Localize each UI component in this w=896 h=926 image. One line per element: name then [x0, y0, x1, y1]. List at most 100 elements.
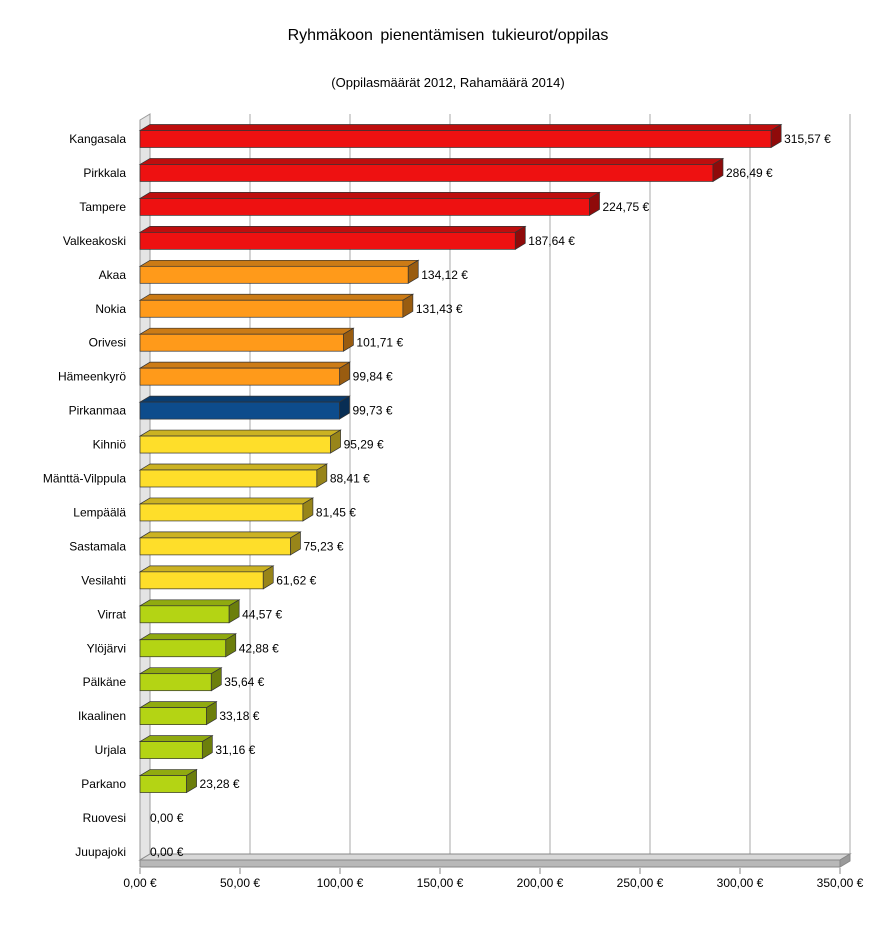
category-label: Nokia: [95, 302, 126, 316]
category-label: Tampere: [79, 200, 126, 214]
category-label: Virrat: [98, 607, 127, 621]
x-tick-label: 100,00 €: [317, 876, 364, 890]
bar-top: [138, 701, 218, 709]
bar-side: [402, 293, 414, 318]
category-label: Ikaalinen: [78, 709, 126, 723]
x-tick-label: 150,00 €: [417, 876, 464, 890]
bar: [139, 775, 187, 793]
value-label: 44,57 €: [242, 607, 282, 621]
value-label: 131,43 €: [416, 302, 463, 316]
bar-side: [262, 565, 274, 590]
bar-side: [210, 667, 222, 692]
plot-floor-side: [839, 853, 851, 868]
category-label: Kangasala: [69, 132, 126, 146]
bar: [139, 198, 590, 216]
bar: [139, 469, 318, 488]
category-label: Ruovesi: [83, 811, 126, 825]
value-label: 81,45 €: [316, 505, 356, 519]
x-tick-label: 0,00 €: [123, 876, 157, 890]
bar-side: [589, 191, 600, 217]
category-label: Hämeenkyrö: [58, 370, 126, 384]
bar-top: [138, 531, 302, 539]
chart-subtitle: (Oppilasmäärät 2012, Rahamäärä 2014): [331, 75, 565, 90]
value-label: 315,57 €: [784, 132, 831, 146]
category-label: Sastamala: [69, 539, 126, 553]
bar-side: [330, 429, 341, 454]
bars-layer: [138, 123, 783, 794]
value-label: 0,00 €: [150, 811, 184, 825]
bar-top: [138, 395, 351, 403]
bar: [139, 299, 404, 318]
bar-top: [138, 327, 355, 335]
category-label: Pälkäne: [83, 675, 127, 689]
bar: [139, 707, 207, 726]
bar-top: [138, 735, 214, 742]
category-label: Kihniö: [93, 438, 127, 452]
x-tick-label: 250,00 €: [617, 876, 664, 890]
category-label: Mänttä-Vilppula: [43, 472, 126, 486]
bar-top: [138, 463, 329, 471]
x-tick-label: 50,00 €: [220, 876, 260, 890]
value-label: 99,73 €: [352, 404, 392, 418]
bar-top: [138, 293, 415, 301]
bar-side: [339, 395, 350, 420]
bar-side: [228, 599, 240, 624]
bar-side: [225, 633, 237, 658]
category-label: Juupajoki: [75, 845, 126, 859]
bar-top: [138, 259, 420, 267]
value-label: 187,64 €: [528, 234, 575, 248]
bar: [139, 401, 340, 420]
bar: [139, 571, 264, 590]
bar: [139, 639, 227, 658]
bar: [139, 741, 203, 759]
bar: [139, 673, 212, 692]
bar-top: [138, 429, 342, 437]
value-label: 88,41 €: [330, 472, 370, 486]
bar-top: [138, 158, 725, 165]
bar: [139, 265, 409, 284]
bar-side: [186, 768, 197, 794]
category-label: Akaa: [99, 268, 127, 282]
category-label: Pirkanmaa: [69, 404, 127, 418]
bar-side: [770, 123, 782, 149]
x-tick-label: 200,00 €: [517, 876, 564, 890]
bar: [139, 605, 230, 624]
value-label: 0,00 €: [150, 845, 184, 859]
plot-floor: [138, 853, 852, 861]
bar-side: [514, 225, 526, 250]
bar-side: [339, 361, 351, 386]
category-label: Valkeakoski: [63, 234, 126, 248]
value-label: 23,28 €: [200, 777, 240, 791]
category-label: Urjala: [95, 743, 127, 757]
value-label: 35,64 €: [224, 675, 264, 689]
bar: [139, 435, 331, 454]
value-label: 101,71 €: [356, 336, 403, 350]
bar-side: [316, 463, 328, 488]
bar: [139, 367, 341, 386]
bar: [139, 503, 304, 522]
value-label: 75,23 €: [303, 539, 343, 553]
value-label: 224,75 €: [603, 200, 650, 214]
bar-side: [206, 701, 217, 726]
value-label: 31,16 €: [215, 743, 255, 757]
value-label: 134,12 €: [421, 268, 468, 282]
value-label: 95,29 €: [344, 438, 384, 452]
x-tick-label: 350,00 €: [817, 876, 864, 890]
bar-side: [302, 497, 314, 522]
category-label: Orivesi: [89, 336, 126, 350]
bar: [139, 164, 714, 182]
bar-top: [138, 599, 241, 607]
category-label: Lempäälä: [73, 505, 126, 519]
value-label: 99,84 €: [353, 370, 393, 384]
category-label: Parkano: [81, 777, 126, 791]
value-label: 286,49 €: [726, 166, 773, 180]
bar: [139, 130, 772, 148]
value-label: 61,62 €: [276, 573, 316, 587]
bar: [139, 333, 344, 352]
bar: [139, 537, 291, 556]
plot-floor-edge: [139, 859, 841, 868]
bar-top: [138, 667, 223, 675]
bar-top: [138, 124, 783, 131]
category-label: Pirkkala: [83, 166, 126, 180]
